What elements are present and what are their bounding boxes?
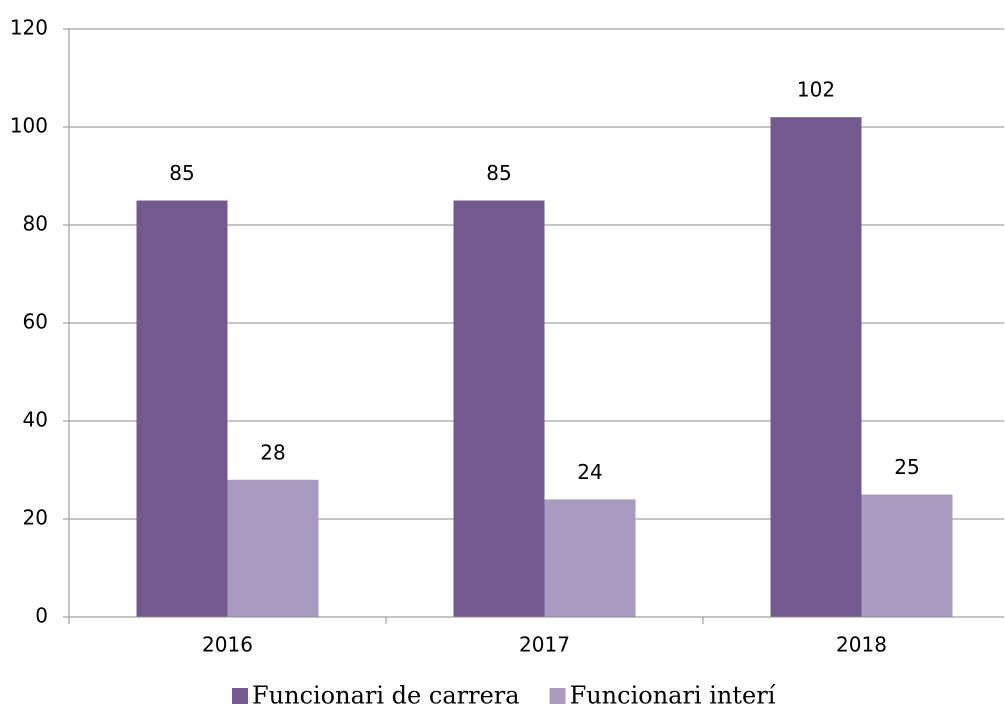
data-label: 24 [577, 460, 602, 484]
legend: Funcionari de carrera Funcionari interí [232, 682, 776, 710]
y-tick-label: 60 [23, 310, 48, 334]
y-tick-label: 0 [35, 604, 48, 628]
data-label: 102 [797, 78, 835, 102]
bar [136, 200, 228, 617]
data-label: 25 [894, 455, 919, 479]
data-label: 85 [169, 161, 194, 185]
legend-label: Funcionari interí [570, 682, 776, 710]
bar [453, 200, 545, 617]
y-tick-label: 20 [23, 506, 48, 530]
bar [544, 499, 636, 617]
x-tick-label: 2018 [836, 633, 887, 657]
bar [770, 117, 862, 617]
legend-swatch [549, 688, 566, 704]
bar [227, 479, 319, 617]
y-tick-label: 80 [23, 212, 48, 236]
x-tick-label: 2016 [202, 633, 253, 657]
legend-label: Funcionari de carrera [252, 682, 520, 710]
y-tick-label: 40 [23, 408, 48, 432]
data-label: 28 [260, 440, 285, 464]
y-tick-label: 120 [10, 16, 48, 40]
y-tick-label: 100 [10, 114, 48, 138]
bar [861, 494, 953, 617]
x-tick-label: 2017 [519, 633, 570, 657]
data-label: 85 [486, 161, 511, 185]
legend-swatch [232, 688, 248, 704]
